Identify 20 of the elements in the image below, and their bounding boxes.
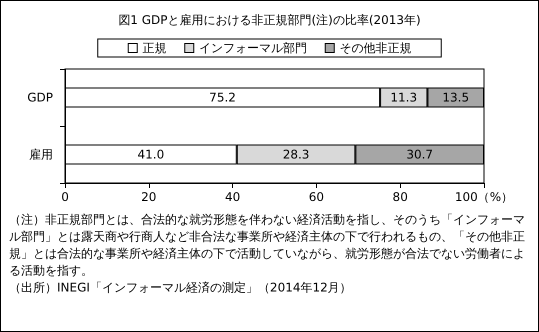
text: （注）非正規部門とは、合法的な就労形態を伴わない経済活動を指し、そのうち「インフォーマル部門」とは露天商や行商人など非合法な事業所や経済主体の下で行われるもの、「その他非正規」とは合法的な事業所や経済主体の下で活動していながら、就労形態が合法でない労働者による活動を指す。 [9, 212, 525, 278]
data-label: 11.3 [390, 90, 418, 104]
data-label: 30.7 [406, 148, 434, 162]
x-tick-label: 100（%） [454, 190, 514, 204]
x-tick-label: 0 [61, 190, 69, 204]
data-label: 41.0 [138, 148, 164, 162]
x-tick-label: 20 [141, 190, 156, 204]
legend-label: その他非正規 [339, 41, 412, 55]
data-label: 13.5 [442, 90, 470, 104]
text: （出所）INEGI「インフォーマル経済の測定」（2014年12月） [9, 280, 352, 294]
data-label: 75.2 [209, 90, 236, 104]
x-tick-label: 80 [392, 190, 408, 204]
x-tick-label: 40 [224, 190, 240, 204]
legend-label: 正規 [142, 41, 166, 55]
x-tick-label: 60 [308, 190, 324, 204]
y-tick-label: GDP [27, 90, 53, 104]
legend-label: インフォーマル部門 [198, 41, 307, 55]
chart-title: 図1 GDPと雇用における非正規部門(注)の比率(2013年) [118, 13, 421, 27]
data-label: 28.3 [282, 148, 310, 162]
y-tick-label: 雇用 [29, 148, 53, 162]
